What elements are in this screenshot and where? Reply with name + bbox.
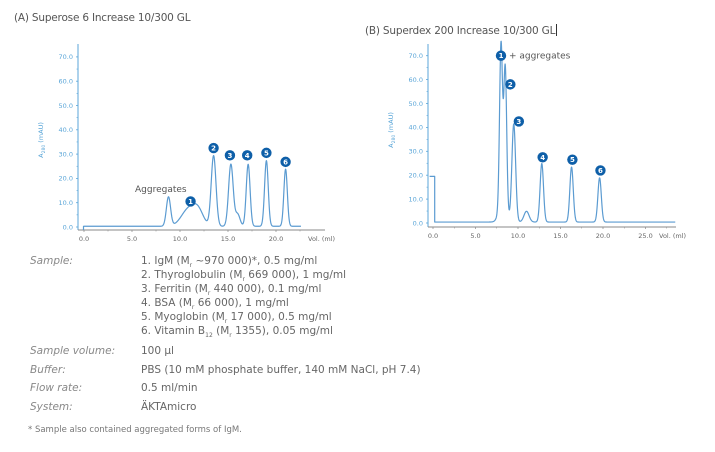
sample-volume-value: 100 µl bbox=[141, 345, 174, 357]
sample-item: 4. BSA (Mr 66 000), 1 mg/ml bbox=[141, 297, 289, 312]
panel-b-title: (B) Superdex 200 Increase 10/300 GL bbox=[365, 24, 558, 37]
svg-text:4: 4 bbox=[245, 152, 250, 160]
y-axis-title: A280 (mAU) bbox=[37, 122, 47, 158]
flow-rate-value: 0.5 ml/min bbox=[141, 382, 198, 394]
sample-volume-label: Sample volume: bbox=[30, 345, 116, 357]
y-tick-label: 60.0 bbox=[59, 78, 73, 86]
peak-marker-6: 6 bbox=[595, 165, 606, 176]
x-tick-label: 15.0 bbox=[221, 235, 235, 243]
svg-text:4: 4 bbox=[540, 154, 545, 162]
system-value: ÄKTAmicro bbox=[141, 401, 197, 413]
sample-item: 6. Vitamin B12 (Mr 1355), 0.05 mg/ml bbox=[141, 325, 333, 340]
x-tick-label: 25.0 bbox=[638, 232, 652, 240]
svg-text:6: 6 bbox=[283, 158, 288, 166]
y-tick-label: 50.0 bbox=[409, 100, 423, 108]
y-tick-label: 10.0 bbox=[409, 195, 423, 203]
svg-text:3: 3 bbox=[516, 118, 521, 126]
y-tick-label: 0.0 bbox=[413, 219, 423, 227]
x-tick-label: 10.0 bbox=[173, 235, 187, 243]
chromatogram-trace bbox=[429, 40, 676, 223]
x-tick-label: 0.0 bbox=[428, 232, 438, 240]
x-tick-label: 20.0 bbox=[269, 235, 283, 243]
y-axis-title: A280 (mAU) bbox=[387, 112, 397, 148]
svg-text:5: 5 bbox=[570, 156, 575, 164]
x-tick-label: 0.0 bbox=[79, 235, 89, 243]
text-cursor bbox=[556, 24, 558, 36]
y-tick-label: 0.0 bbox=[63, 223, 73, 231]
aggregates-annotation: + aggregates bbox=[509, 52, 571, 62]
peak-marker-2: 2 bbox=[505, 79, 516, 90]
x-tick-label: 5.0 bbox=[470, 232, 480, 240]
y-tick-label: 50.0 bbox=[59, 102, 73, 110]
flow-rate-label: Flow rate: bbox=[30, 382, 83, 394]
peak-marker-4: 4 bbox=[537, 152, 548, 163]
peak-marker-6: 6 bbox=[280, 156, 291, 168]
sample-item: 1. IgM (Mr ~970 000)*, 0.5 mg/ml bbox=[141, 255, 318, 270]
peak-marker-3: 3 bbox=[224, 150, 236, 161]
system-label: System: bbox=[30, 401, 73, 413]
y-tick-label: 40.0 bbox=[409, 124, 423, 132]
sample-label: Sample: bbox=[30, 255, 73, 267]
buffer-value: PBS (10 mM phosphate buffer, 140 mM NaCl… bbox=[141, 364, 421, 376]
x-axis-title: Vol. (ml) bbox=[308, 235, 335, 243]
y-tick-label: 70.0 bbox=[59, 53, 73, 61]
peak-marker-1: 1 bbox=[185, 196, 196, 207]
y-tick-label: 40.0 bbox=[59, 126, 73, 134]
sample-item: 3. Ferritin (Mr 440 000), 0.1 mg/ml bbox=[141, 283, 322, 298]
sample-item: 5. Myoglobin (Mr 17 000), 0.5 mg/ml bbox=[141, 311, 332, 326]
svg-text:3: 3 bbox=[227, 152, 232, 160]
x-tick-label: 5.0 bbox=[127, 235, 137, 243]
y-tick-label: 30.0 bbox=[409, 148, 423, 156]
y-tick-label: 60.0 bbox=[409, 76, 423, 84]
aggregates-label: Aggregates bbox=[135, 185, 187, 195]
x-axis-title: Vol. (ml) bbox=[659, 232, 686, 240]
svg-text:2: 2 bbox=[211, 145, 216, 153]
y-tick-label: 70.0 bbox=[409, 52, 423, 60]
svg-text:1: 1 bbox=[188, 198, 193, 206]
peak-marker-2: 2 bbox=[208, 142, 219, 154]
peak-marker-3: 3 bbox=[513, 116, 525, 127]
y-tick-label: 20.0 bbox=[409, 172, 423, 180]
svg-text:2: 2 bbox=[508, 81, 513, 89]
panel-a-title: (A) Superose 6 Increase 10/300 GL bbox=[14, 12, 191, 24]
peak-marker-5: 5 bbox=[567, 154, 578, 165]
y-tick-label: 10.0 bbox=[59, 199, 73, 207]
peak-marker-1: 1 bbox=[495, 50, 507, 61]
peak-marker-4: 4 bbox=[242, 150, 253, 161]
buffer-label: Buffer: bbox=[30, 364, 66, 376]
x-tick-label: 20.0 bbox=[596, 232, 610, 240]
panel-a-title-text: (A) Superose 6 Increase 10/300 GL bbox=[14, 12, 191, 24]
sample-item: 2. Thyroglobulin (Mr 669 000), 1 mg/ml bbox=[141, 269, 347, 284]
svg-text:6: 6 bbox=[598, 167, 603, 175]
peak-marker-5: 5 bbox=[261, 147, 272, 159]
x-tick-label: 15.0 bbox=[553, 232, 567, 240]
svg-text:5: 5 bbox=[264, 149, 269, 157]
svg-text:1: 1 bbox=[499, 52, 504, 60]
panel-b-title-text: (B) Superdex 200 Increase 10/300 GL bbox=[365, 25, 556, 37]
x-tick-label: 10.0 bbox=[511, 232, 525, 240]
y-tick-label: 30.0 bbox=[59, 150, 73, 158]
footnote: * Sample also contained aggregated forms… bbox=[28, 425, 242, 435]
y-tick-label: 20.0 bbox=[59, 175, 73, 183]
